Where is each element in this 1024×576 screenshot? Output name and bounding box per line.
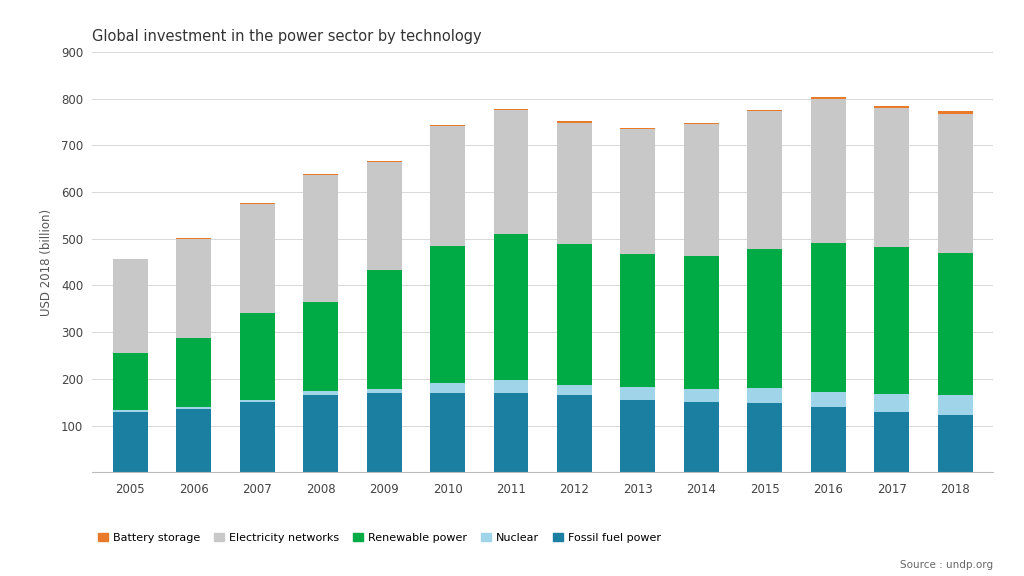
Bar [176,238,211,338]
Bar [874,247,909,394]
Bar [240,402,274,472]
Bar [176,407,211,409]
Bar [874,394,909,412]
Bar [113,412,147,472]
Bar [621,127,655,129]
Bar [621,254,655,387]
Bar [684,389,719,402]
Bar [430,393,465,472]
Bar [367,389,401,393]
Bar [367,271,401,389]
Bar [684,124,719,256]
Bar [113,410,147,412]
Bar [621,129,655,254]
Bar [557,122,592,123]
Bar [938,415,973,472]
Bar [240,400,274,402]
Bar [367,162,401,271]
Bar [430,382,465,393]
Bar [684,402,719,472]
Bar [494,109,528,110]
Y-axis label: USD 2018 (billion): USD 2018 (billion) [40,209,52,316]
Bar [303,175,338,302]
Bar [430,125,465,126]
Bar [811,392,846,407]
Bar [874,108,909,247]
Bar [240,313,274,400]
Bar [113,353,147,410]
Bar [874,105,909,108]
Bar [176,409,211,472]
Bar [811,100,846,244]
Text: Source : undp.org: Source : undp.org [900,560,993,570]
Bar [748,111,782,249]
Bar [494,110,528,234]
Bar [557,395,592,472]
Bar [938,111,973,114]
Bar [557,385,592,395]
Bar [748,388,782,403]
Bar [621,387,655,400]
Bar [303,395,338,472]
Bar [748,249,782,388]
Bar [176,338,211,407]
Bar [938,395,973,415]
Bar [494,234,528,380]
Bar [684,256,719,389]
Bar [621,400,655,472]
Bar [748,110,782,111]
Bar [303,392,338,395]
Bar [430,126,465,246]
Bar [430,246,465,382]
Bar [367,393,401,472]
Bar [748,403,782,472]
Bar [557,244,592,385]
Bar [811,244,846,392]
Legend: Battery storage, Electricity networks, Renewable power, Nuclear, Fossil fuel pow: Battery storage, Electricity networks, R… [97,533,662,543]
Bar [494,393,528,472]
Bar [113,259,147,353]
Bar [874,412,909,472]
Bar [240,204,274,313]
Bar [938,114,973,253]
Bar [303,302,338,392]
Bar [811,407,846,472]
Bar [684,123,719,124]
Text: Global investment in the power sector by technology: Global investment in the power sector by… [92,29,481,44]
Bar [494,380,528,393]
Bar [557,123,592,244]
Bar [938,253,973,395]
Bar [811,97,846,100]
